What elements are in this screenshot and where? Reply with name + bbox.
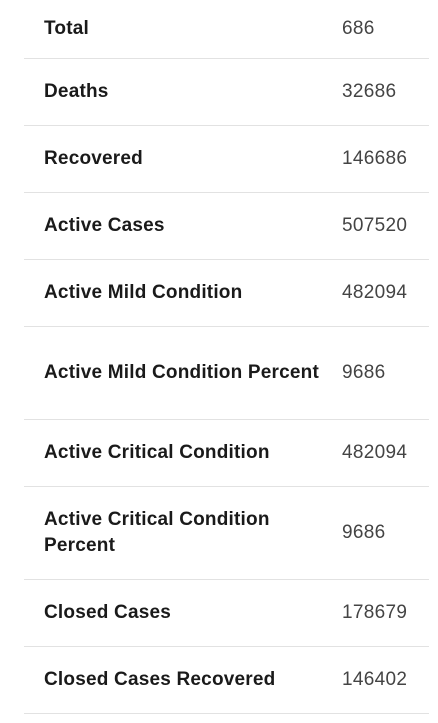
row-label: Active Mild Condition <box>44 282 243 303</box>
row-label: Recovered <box>44 148 143 169</box>
row-label: Active Cases <box>44 215 165 236</box>
row-label: Total <box>44 18 89 39</box>
row-value: 482094 <box>342 282 408 303</box>
table-row: Total 686 <box>24 0 429 59</box>
table-row: Closed Cases 178679 <box>24 580 429 647</box>
row-label: Active Mild Condition Percent <box>44 362 319 383</box>
table-row: Active Critical Condition Percent 9686 <box>24 487 429 580</box>
row-value: 146686 <box>342 148 408 169</box>
row-label: Closed Cases Recovered <box>44 669 276 690</box>
table-row: Active Cases 507520 <box>24 193 429 260</box>
row-value: 146402 <box>342 669 408 690</box>
table-row: Recovered 146686 <box>24 126 429 193</box>
row-value: 9686 <box>342 522 386 543</box>
row-label: Active Critical Condition <box>44 442 270 463</box>
row-value: 178679 <box>342 602 408 623</box>
table-row: Active Mild Condition 482094 <box>24 260 429 327</box>
row-value: 9686 <box>342 362 386 383</box>
row-label: Deaths <box>44 81 109 102</box>
row-label: Active Critical Condition Percent <box>44 509 270 556</box>
row-value: 32686 <box>342 81 397 102</box>
table-row: Active Mild Condition Percent 9686 <box>24 327 429 420</box>
row-value: 507520 <box>342 215 408 236</box>
table-row: Deaths 32686 <box>24 59 429 126</box>
table-row: Closed Cases Recovered 146402 <box>24 647 429 714</box>
stats-table: Total 686 Deaths 32686 Recovered 146686 … <box>24 0 429 714</box>
table-row: Active Critical Condition 482094 <box>24 420 429 487</box>
row-value: 482094 <box>342 442 408 463</box>
row-label: Closed Cases <box>44 602 172 623</box>
row-value: 686 <box>342 18 375 39</box>
